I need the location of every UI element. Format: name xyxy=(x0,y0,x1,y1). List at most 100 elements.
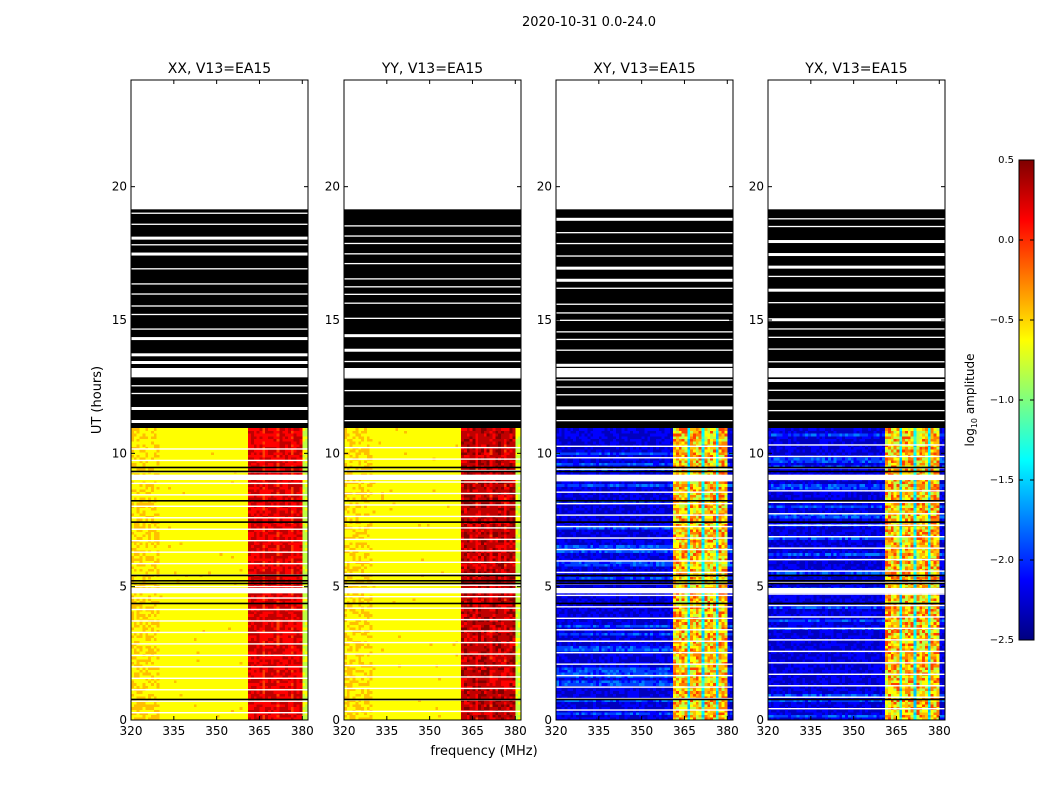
heatmap-cell xyxy=(607,701,620,705)
heatmap-cell xyxy=(406,451,462,455)
heatmap-cell xyxy=(475,483,482,487)
heatmap-cell xyxy=(573,696,577,700)
heatmap-cell xyxy=(463,438,471,442)
heatmap-cell xyxy=(293,451,300,455)
heatmap-cell xyxy=(302,645,309,649)
heatmap-cell xyxy=(438,714,442,718)
heatmap-cell xyxy=(346,619,356,623)
heatmap-cell xyxy=(641,701,648,705)
heatmap-cell xyxy=(509,539,513,543)
heatmap-cell xyxy=(478,677,490,681)
heatmap-cell xyxy=(270,624,275,628)
heatmap-cell xyxy=(265,698,280,702)
heatmap-cell xyxy=(142,714,146,718)
heatmap-cell xyxy=(678,701,683,705)
heatmap-cell xyxy=(344,544,351,548)
heatmap-cell xyxy=(486,690,493,694)
heatmap-cell xyxy=(492,552,499,556)
heatmap-cell xyxy=(305,523,309,527)
heatmap-cell xyxy=(361,658,462,662)
heatmap-cell xyxy=(344,712,348,716)
heatmap-cell xyxy=(139,428,146,432)
heatmap-cell xyxy=(483,531,488,535)
heatmap-cell xyxy=(461,531,465,535)
heatmap-cell xyxy=(279,489,286,493)
heatmap-cell xyxy=(259,627,266,631)
heatmap-cell xyxy=(395,428,399,432)
heatmap-cell xyxy=(265,430,275,434)
heatmap-cell xyxy=(509,648,513,652)
flag-line xyxy=(344,596,521,598)
heatmap-cell xyxy=(495,653,499,657)
heatmap-cell xyxy=(290,616,295,620)
heatmap-cell xyxy=(724,698,728,702)
heatmap-cell xyxy=(687,696,691,700)
heatmap-cell xyxy=(290,446,297,450)
heatmap-cell xyxy=(153,566,158,570)
heatmap-cell xyxy=(495,518,499,522)
heatmap-cell xyxy=(139,611,152,615)
heatmap-cell xyxy=(372,650,462,655)
heatmap-cell xyxy=(581,712,585,716)
heatmap-cell xyxy=(259,709,266,713)
heatmap-cell xyxy=(262,648,266,652)
heatmap-cell xyxy=(276,611,280,615)
heatmap-cell xyxy=(131,544,138,548)
heatmap-cell xyxy=(265,706,272,710)
heatmap-cell xyxy=(253,621,263,625)
heatmap-cell xyxy=(372,661,462,665)
flagged-stripe xyxy=(344,235,521,237)
heatmap-cell xyxy=(472,550,476,554)
heatmap-cell xyxy=(349,550,353,554)
heatmap-cell xyxy=(145,682,152,686)
heatmap-cell xyxy=(290,558,295,562)
heatmap-cell xyxy=(466,685,473,689)
heatmap-cell xyxy=(461,438,465,442)
heatmap-cell xyxy=(403,430,408,434)
heatmap-cell xyxy=(489,443,499,447)
heatmap-cell xyxy=(475,459,479,463)
heatmap-cell xyxy=(475,608,479,612)
heatmap-cell xyxy=(463,643,468,647)
heatmap-cell xyxy=(156,523,249,527)
heatmap-cell xyxy=(724,709,728,713)
heatmap-cell xyxy=(475,643,479,647)
heatmap-cell xyxy=(349,635,368,639)
heatmap-cell xyxy=(156,486,160,490)
flagged-stripe xyxy=(344,293,521,295)
heatmap-cell xyxy=(262,576,266,580)
heatmap-cell xyxy=(512,462,516,466)
heatmap-cell xyxy=(372,454,462,458)
heatmap-cell xyxy=(302,621,306,625)
heatmap-cell xyxy=(489,531,493,535)
heatmap-cell xyxy=(372,717,462,721)
heatmap-cell xyxy=(139,459,143,463)
heatmap-cell xyxy=(288,603,292,607)
heatmap-cell xyxy=(486,704,490,708)
heatmap-cell xyxy=(461,539,468,543)
flagged-stripe xyxy=(131,293,308,295)
heatmap-cell xyxy=(168,526,172,530)
heatmap-cell xyxy=(346,584,359,588)
heatmap-cell xyxy=(515,653,519,657)
heatmap-cell xyxy=(248,459,258,463)
heatmap-cell xyxy=(667,698,674,702)
heatmap-cell xyxy=(486,443,490,447)
heatmap-cell xyxy=(136,510,140,514)
heatmap-cell xyxy=(469,536,473,540)
heatmap-cell xyxy=(469,627,473,631)
heatmap-cell xyxy=(131,709,138,713)
heatmap-cell xyxy=(501,706,508,710)
heatmap-cell xyxy=(704,706,717,710)
heatmap-cell xyxy=(136,635,143,639)
flag-line xyxy=(344,527,521,529)
heatmap-cell xyxy=(136,534,143,538)
heatmap-cell xyxy=(288,645,292,649)
heatmap-cell xyxy=(441,571,445,575)
heatmap-cell xyxy=(352,712,356,716)
heatmap-cell xyxy=(302,616,309,620)
heatmap-cell xyxy=(259,473,266,477)
heatmap-cell xyxy=(515,712,519,716)
heatmap-cell xyxy=(293,603,297,607)
flag-line xyxy=(131,505,308,507)
